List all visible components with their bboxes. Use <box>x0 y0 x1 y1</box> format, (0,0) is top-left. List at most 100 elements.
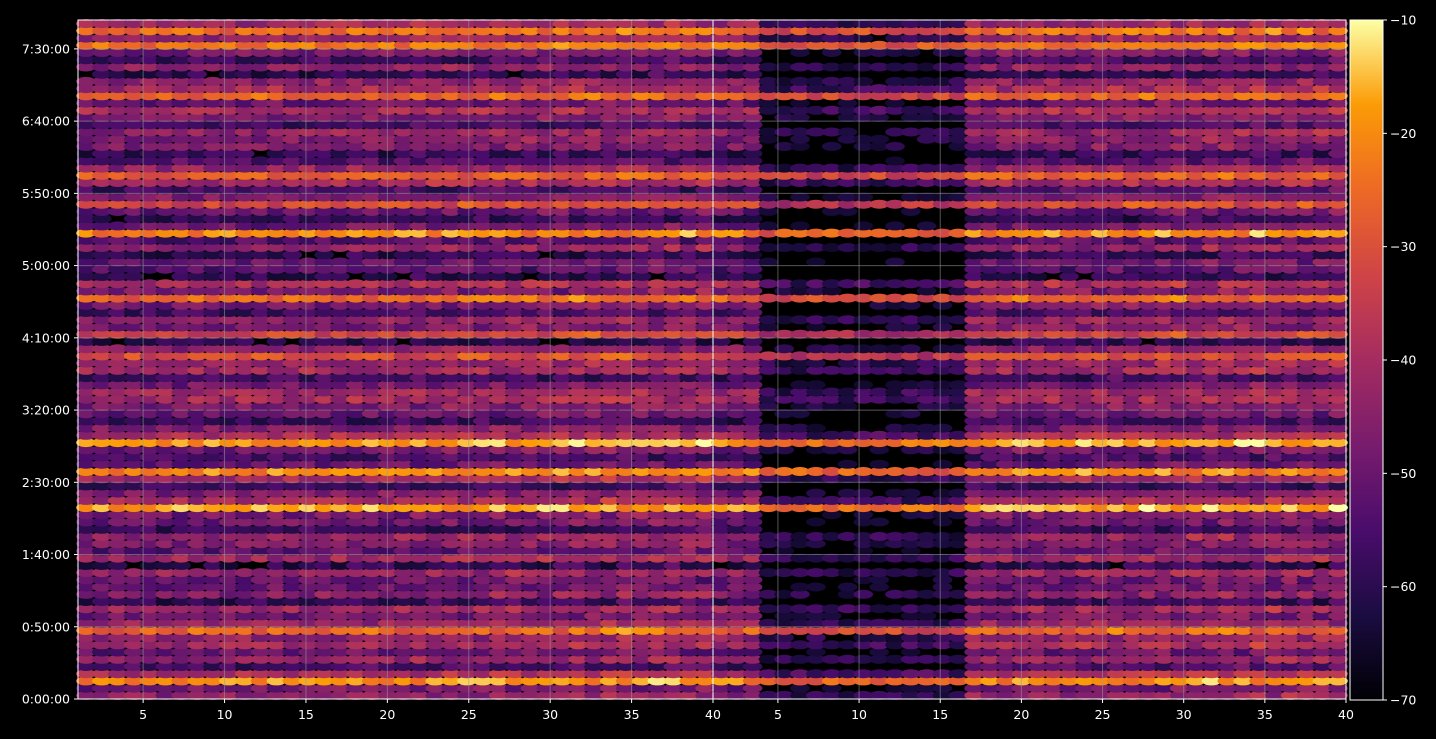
left-heatmap-cell <box>504 582 525 592</box>
left-heatmap-cell <box>647 402 668 411</box>
left-heatmap-cell <box>536 604 557 614</box>
left-heatmap-cell <box>457 394 477 404</box>
left-heatmap-cell <box>457 647 477 657</box>
left-heatmap-cell <box>298 409 319 419</box>
left-heatmap-cell <box>663 315 684 325</box>
left-heatmap-cell <box>314 235 334 245</box>
left-heatmap-cell <box>155 402 176 411</box>
left-heatmap-cell <box>266 250 287 260</box>
left-heatmap-cell <box>76 690 96 700</box>
left-heatmap-cell <box>282 351 303 361</box>
left-heatmap-cell <box>504 589 525 599</box>
left-heatmap-cell <box>425 676 446 686</box>
right-heatmap-cell <box>853 589 874 599</box>
left-heatmap-cell <box>282 199 303 209</box>
left-heatmap-cell <box>234 206 255 216</box>
left-heatmap-cell <box>219 402 239 411</box>
left-heatmap-cell <box>266 669 287 679</box>
left-heatmap-cell <box>600 611 620 621</box>
left-heatmap-cell <box>552 365 572 375</box>
left-heatmap-cell <box>600 553 620 563</box>
left-heatmap-cell <box>663 250 684 260</box>
left-heatmap-cell <box>520 235 541 245</box>
left-heatmap-cell <box>266 365 287 375</box>
left-heatmap-cell <box>679 380 699 390</box>
left-heatmap-cell <box>346 524 366 534</box>
left-heatmap-cell <box>298 575 319 585</box>
left-heatmap-cell <box>76 459 96 469</box>
left-heatmap-cell <box>425 394 446 404</box>
left-heatmap-cell <box>393 676 414 686</box>
left-heatmap-cell <box>314 503 334 513</box>
left-heatmap-cell <box>695 438 715 448</box>
left-heatmap-cell <box>679 503 699 513</box>
left-heatmap-cell <box>282 214 303 224</box>
left-heatmap-cell <box>520 575 541 585</box>
left-heatmap-cell <box>361 279 382 289</box>
left-heatmap-cell <box>282 625 303 635</box>
left-heatmap-cell <box>679 618 699 628</box>
left-heatmap-cell <box>330 604 350 614</box>
left-heatmap-cell <box>76 293 96 303</box>
left-heatmap-cell <box>441 640 461 650</box>
left-heatmap-cell <box>552 589 572 599</box>
left-heatmap-cell <box>123 344 144 354</box>
left-heatmap-cell <box>568 633 588 643</box>
left-heatmap-cell <box>600 604 620 614</box>
left-heatmap-cell <box>330 214 350 224</box>
left-heatmap-cell <box>234 336 255 346</box>
left-heatmap-cell <box>346 488 366 498</box>
left-heatmap-cell <box>298 358 319 368</box>
left-heatmap-cell <box>504 300 525 310</box>
left-heatmap-cell <box>266 409 287 419</box>
left-heatmap-cell <box>409 568 430 578</box>
left-heatmap-cell <box>536 206 557 216</box>
left-heatmap-cell <box>234 539 255 549</box>
left-heatmap-cell <box>600 690 620 700</box>
left-heatmap-cell <box>76 597 96 606</box>
left-heatmap-cell <box>219 474 239 484</box>
left-heatmap-cell <box>361 409 382 419</box>
left-heatmap-cell <box>441 495 461 505</box>
left-heatmap-cell <box>219 351 239 361</box>
left-heatmap-cell <box>282 308 303 317</box>
left-heatmap-cell <box>234 654 255 664</box>
left-heatmap-cell <box>409 358 430 368</box>
left-heatmap-cell <box>361 452 382 462</box>
left-heatmap-cell <box>536 322 557 332</box>
left-heatmap-cell <box>441 221 461 231</box>
left-heatmap-cell <box>139 683 160 693</box>
left-heatmap-cell <box>203 394 223 404</box>
left-heatmap-cell <box>615 380 636 390</box>
left-heatmap-cell <box>155 387 176 397</box>
left-heatmap-cell <box>187 286 207 296</box>
left-heatmap-cell <box>107 459 128 469</box>
left-heatmap-cell <box>330 560 350 570</box>
left-heatmap-cell <box>552 647 572 657</box>
left-heatmap-cell <box>203 387 223 397</box>
left-heatmap-cell <box>234 510 255 520</box>
left-heatmap-cell <box>409 546 430 556</box>
left-heatmap-cell <box>314 250 334 260</box>
left-heatmap-cell <box>631 452 652 462</box>
left-heatmap-cell <box>330 286 350 296</box>
left-heatmap-cell <box>76 589 96 599</box>
left-heatmap-cell <box>600 474 620 484</box>
left-heatmap-cell <box>488 524 509 534</box>
left-heatmap-cell <box>552 539 572 549</box>
left-heatmap-cell <box>171 358 191 368</box>
left-heatmap-cell <box>600 532 620 541</box>
left-heatmap-cell <box>647 286 668 296</box>
left-heatmap-cell <box>473 495 493 505</box>
left-heatmap-cell <box>107 604 128 614</box>
left-heatmap-cell <box>171 474 191 484</box>
left-heatmap-cell <box>139 524 160 534</box>
left-heatmap-cell <box>663 604 684 614</box>
left-heatmap-cell <box>219 560 239 570</box>
left-heatmap-cell <box>155 604 176 614</box>
left-heatmap-cell <box>695 416 715 426</box>
left-heatmap-cell <box>282 358 303 368</box>
left-heatmap-cell <box>441 293 461 303</box>
left-heatmap-cell <box>568 676 588 686</box>
left-heatmap-cell <box>250 315 271 325</box>
